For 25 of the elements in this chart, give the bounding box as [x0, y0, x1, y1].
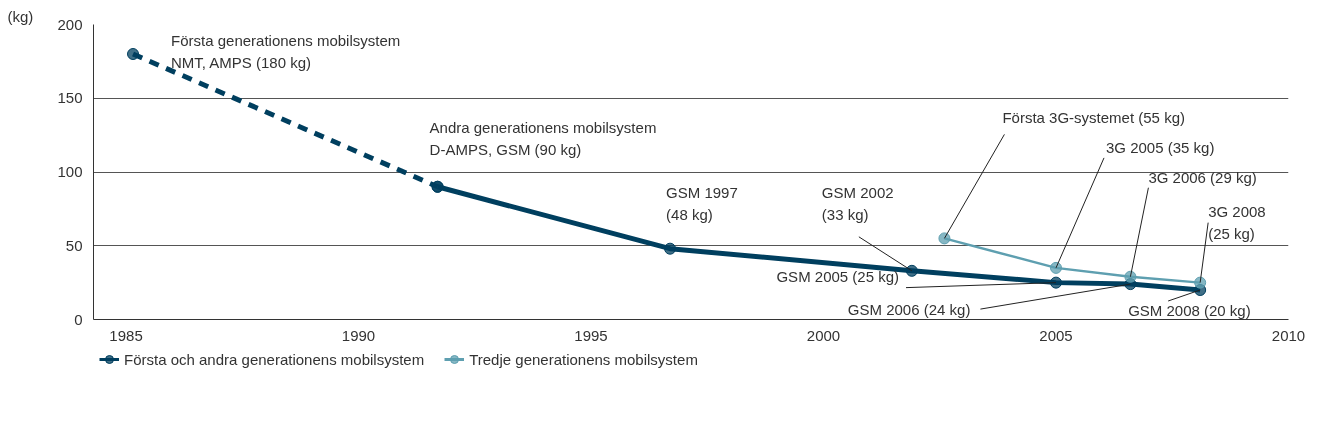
y-tick-label: 100 — [57, 163, 83, 180]
y-tick-label: 0 — [74, 310, 83, 328]
annotation: GSM 1997 (48 kg) — [666, 183, 738, 223]
annotation: GSM 2006 (24 kg) — [847, 301, 971, 319]
annotation: 3G 2006 (29 kg) — [1148, 168, 1257, 186]
x-tick-label: 2010 — [1271, 326, 1306, 344]
annotation: Första generationens mobilsystem NMT, AMPS (180 kg) — [171, 32, 401, 71]
y-tick-label: 150 — [57, 89, 83, 107]
annotation: GSM 2002 (33 kg) — [821, 183, 894, 223]
legend-label: Första och andra generationens mobilsystem — [124, 350, 425, 368]
y-axis-title: (kg) — [7, 7, 34, 25]
annotation: Andra generationens mobilsystem D-AMPS, GSM (90 kg) — [429, 118, 657, 158]
annotation: GSM 2008 (20 kg) — [1128, 302, 1251, 319]
x-tick-label: 2005 — [1039, 326, 1073, 344]
y-tick-label: 50 — [65, 236, 83, 254]
annotation: GSM 2005 (25 kg) — [776, 267, 900, 285]
x-tick-label: 1985 — [109, 326, 143, 344]
annotation: 3G 2008 (25 kg) — [1208, 202, 1266, 242]
y-tick-label: 200 — [57, 15, 83, 33]
legend-label: Tredje generationens mobilsystem — [469, 350, 698, 368]
annotation: 3G 2005 (35 kg) — [1106, 138, 1215, 156]
annotation: Första 3G-systemet (55 kg) — [1002, 109, 1185, 127]
x-tick-label: 1990 — [341, 326, 376, 344]
x-tick-label: 1995 — [574, 326, 608, 344]
x-tick-label: 2000 — [806, 326, 841, 344]
